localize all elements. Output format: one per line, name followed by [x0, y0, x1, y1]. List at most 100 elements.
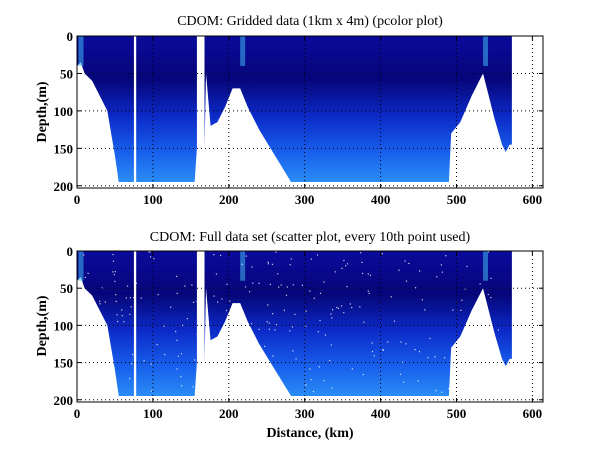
scatter-point	[301, 284, 303, 286]
scatter-point	[363, 321, 365, 323]
scatter-point	[323, 380, 325, 382]
scatter-point	[403, 381, 405, 383]
scatter-point	[99, 303, 101, 305]
scatter-point	[408, 262, 410, 265]
panel-title: CDOM: Full data set (scatter plot, every…	[150, 230, 471, 245]
scatter-point	[340, 305, 343, 307]
scatter-point	[229, 300, 231, 302]
scatter-point	[435, 390, 437, 392]
scatter-point	[132, 353, 134, 356]
scatter-point	[217, 301, 219, 303]
scatter-point	[289, 330, 291, 332]
scatter-point	[381, 253, 383, 255]
scatter-point	[434, 356, 436, 358]
scatter-point	[196, 333, 198, 335]
scatter-point	[369, 274, 372, 277]
no-data-gap	[133, 36, 137, 186]
no-data-gap	[196, 251, 205, 400]
scatter-point	[83, 254, 85, 256]
scatter-point	[84, 276, 87, 279]
scatter-point	[362, 272, 364, 274]
scatter-point	[149, 256, 152, 258]
data-field	[77, 251, 512, 397]
scatter-point	[130, 306, 132, 308]
scatter-point	[367, 273, 369, 275]
scatter-point	[184, 285, 186, 287]
scatter-point	[290, 258, 292, 260]
scatter-point	[464, 288, 466, 290]
scatter-point	[113, 274, 115, 276]
scatter-point	[346, 286, 348, 288]
scatter-point	[200, 361, 202, 363]
scatter-point	[99, 300, 101, 302]
surface-streak	[240, 251, 246, 281]
pcolor-panel: CDOM: Gridded data (1km x 4m) (pcolor pl…	[35, 14, 544, 207]
scatter-point	[271, 313, 274, 315]
scatter-point	[170, 306, 172, 308]
y-tick-label: 200	[54, 393, 74, 408]
y-tick-label: 50	[60, 281, 73, 296]
scatter-point	[104, 301, 106, 303]
scatter-point	[368, 292, 370, 295]
scatter-point	[125, 297, 127, 299]
scatter-point	[133, 296, 135, 299]
scatter-point	[117, 320, 119, 323]
scatter-point	[441, 271, 443, 273]
scatter-point	[272, 355, 274, 357]
scatter-point	[331, 387, 333, 389]
scatter-point	[444, 357, 446, 359]
scatter-point	[490, 277, 492, 279]
scatter-point	[280, 284, 282, 286]
x-tick-label: 100	[143, 406, 163, 421]
scatter-point	[196, 300, 198, 303]
scatter-point	[318, 366, 320, 368]
scatter-point	[87, 272, 89, 275]
scatter-point	[359, 306, 361, 308]
scatter-point	[244, 286, 247, 288]
scatter-point	[140, 297, 142, 299]
scatter-point	[134, 351, 136, 353]
scatter-point	[126, 285, 129, 287]
scatter-point	[269, 283, 271, 286]
data-field	[77, 36, 512, 183]
scatter-point	[181, 324, 184, 326]
scatter-point	[258, 282, 260, 284]
scatter-point	[331, 309, 334, 311]
scatter-point	[268, 322, 270, 324]
scatter-point	[264, 345, 266, 347]
scatter-point	[367, 290, 369, 292]
scatter-point	[289, 264, 291, 266]
scatter-point	[250, 323, 253, 325]
scatter-point	[129, 313, 131, 315]
scatter-point	[245, 255, 247, 257]
scatter-point	[114, 270, 116, 273]
scatter-point	[414, 348, 416, 351]
y-tick-label: 100	[54, 104, 74, 119]
x-tick-label: 0	[74, 192, 81, 207]
scatter-point	[445, 255, 447, 257]
scatter-point	[193, 359, 196, 361]
scatter-point	[404, 260, 406, 262]
scatter-point	[220, 254, 222, 257]
scatter-point	[121, 309, 123, 311]
scatter-point	[267, 261, 269, 263]
scatter-point	[115, 294, 117, 296]
x-tick-label: 500	[447, 192, 467, 207]
scatter-point	[157, 293, 159, 296]
scatter-point	[225, 309, 228, 312]
scatter-point	[346, 263, 349, 265]
scatter-point	[192, 386, 194, 388]
scatter-point	[177, 355, 179, 357]
scatter-point	[371, 342, 373, 344]
scatter-point	[215, 273, 218, 275]
scatter-point	[373, 355, 375, 357]
scatter-point	[226, 283, 228, 285]
scatter-point	[143, 360, 145, 362]
scatter-point	[330, 313, 332, 315]
scatter-point	[252, 282, 254, 284]
scatter-point	[399, 373, 402, 375]
scatter-point	[134, 252, 137, 255]
y-tick-label: 150	[54, 356, 74, 371]
scatter-point	[291, 326, 294, 328]
